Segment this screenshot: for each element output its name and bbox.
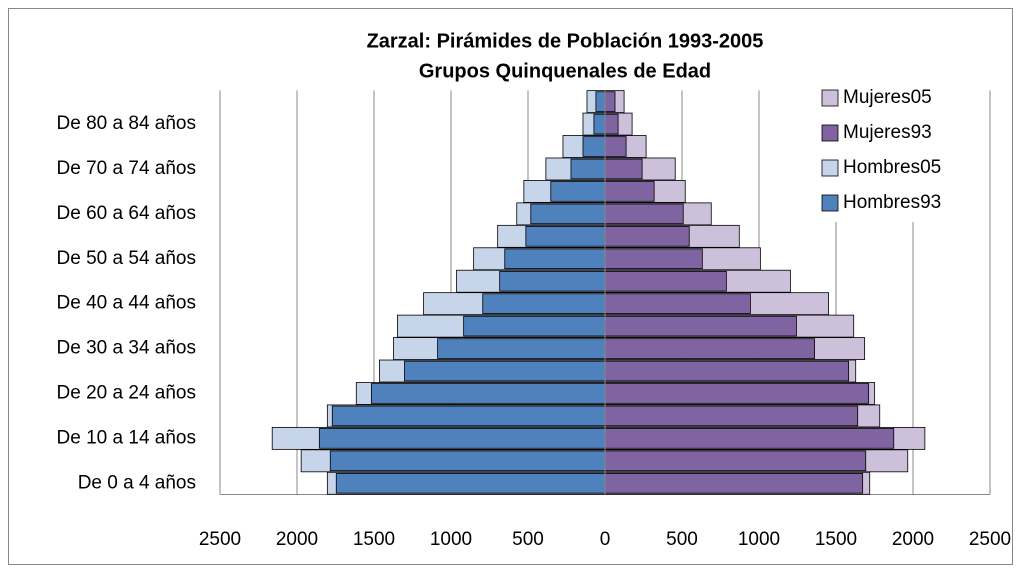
bar xyxy=(525,226,606,247)
x-tick-label: 500 xyxy=(666,529,698,550)
x-tick-label: 2000 xyxy=(892,529,934,550)
bar xyxy=(593,113,606,135)
chart-subtitle: Grupos Quinquenales de Edad xyxy=(419,60,711,82)
y-tick-label: De 30 a 34 años xyxy=(57,338,196,359)
legend-swatch xyxy=(821,124,839,142)
x-tick-label: 2500 xyxy=(969,529,1011,550)
bar xyxy=(482,293,606,314)
bar xyxy=(595,91,606,112)
bar xyxy=(550,181,606,202)
bar xyxy=(604,360,850,382)
bar xyxy=(604,248,703,270)
bar xyxy=(604,338,815,359)
x-tick-label: 2000 xyxy=(276,529,318,550)
x-tick-label: 1000 xyxy=(738,529,780,550)
bar xyxy=(604,270,727,292)
legend-swatch xyxy=(821,194,839,212)
bar xyxy=(437,338,606,359)
bar xyxy=(604,226,690,247)
bar xyxy=(604,136,627,157)
bar xyxy=(318,428,606,449)
bar xyxy=(499,270,606,292)
legend-label: Hombres93 xyxy=(843,192,941,213)
legend-swatch xyxy=(821,89,839,107)
bar xyxy=(604,91,616,112)
bar xyxy=(604,181,655,202)
y-tick-label: De 60 a 64 años xyxy=(57,203,196,224)
y-tick-label: De 40 a 44 años xyxy=(57,293,196,314)
y-tick-label: De 70 a 74 años xyxy=(57,158,196,179)
chart-title: Zarzal: Pirámides de Población 1993-2005 xyxy=(367,30,764,52)
legend-label: Mujeres93 xyxy=(843,122,932,143)
bar xyxy=(582,136,606,157)
y-tick-label: De 20 a 24 años xyxy=(57,382,196,403)
legend-label: Mujeres05 xyxy=(843,87,932,108)
bar xyxy=(604,113,619,135)
x-tick-label: 500 xyxy=(512,529,544,550)
bar xyxy=(329,450,606,472)
x-tick-label: 0 xyxy=(600,529,611,550)
bar xyxy=(604,472,864,494)
legend-bg xyxy=(818,80,988,222)
x-tick-label: 1500 xyxy=(353,529,395,550)
bar xyxy=(604,383,870,404)
bar xyxy=(570,158,606,180)
x-tick-label: 1000 xyxy=(430,529,472,550)
y-tick-label: De 10 a 14 años xyxy=(57,427,196,448)
bar xyxy=(331,405,606,427)
x-tick-label: 1500 xyxy=(815,529,857,550)
bar xyxy=(504,248,606,270)
x-tick-label: 2500 xyxy=(199,529,241,550)
bar xyxy=(404,360,606,382)
y-tick-label: De 80 a 84 años xyxy=(57,113,196,134)
y-tick-label: De 50 a 54 años xyxy=(57,248,196,269)
bar xyxy=(370,383,606,404)
legend-label: Hombres05 xyxy=(843,157,941,178)
bar xyxy=(604,405,859,427)
bar xyxy=(335,472,606,494)
legend-swatch xyxy=(821,159,839,177)
bar xyxy=(604,203,684,225)
bar xyxy=(604,315,797,337)
bar xyxy=(530,203,606,225)
bar xyxy=(604,450,867,472)
bar xyxy=(463,315,606,337)
bar xyxy=(604,293,751,314)
bar xyxy=(604,428,895,449)
bar xyxy=(604,158,643,180)
y-tick-label: De 0 a 4 años xyxy=(78,472,196,493)
